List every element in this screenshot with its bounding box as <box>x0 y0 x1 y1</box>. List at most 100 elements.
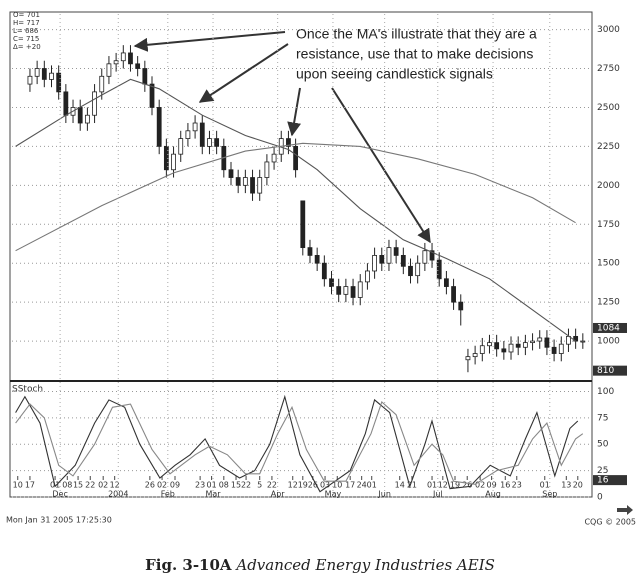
x-tick-label: 17 <box>345 481 355 490</box>
copyright: CQG © 2005 <box>584 518 636 527</box>
candle-body <box>415 262 421 277</box>
x-tick-label: 01 <box>207 481 217 490</box>
candle-body <box>235 177 241 186</box>
x-tick-label: 23 <box>195 481 205 490</box>
month-label: Jul <box>432 490 443 499</box>
x-tick-label: 5 <box>257 481 262 490</box>
y-tick-label: 2500 <box>597 103 620 113</box>
marker-label: 1084 <box>597 323 620 333</box>
x-tick-label: 09 <box>487 481 497 490</box>
candle-body <box>199 122 205 147</box>
y-tick-label: 2250 <box>597 142 620 152</box>
candle-body <box>113 60 119 65</box>
candle-body <box>429 250 435 261</box>
arrow <box>198 43 289 103</box>
month-label: Dec <box>52 490 67 499</box>
candle-body <box>257 177 263 194</box>
y-tick-label: 1000 <box>597 337 620 347</box>
x-tick-label: 14 <box>395 481 405 490</box>
x-tick-label: 16 <box>500 481 510 490</box>
candle-body <box>544 337 550 348</box>
month-label: Jun <box>377 490 391 499</box>
candle-body <box>106 63 112 77</box>
candle-body <box>336 286 342 295</box>
candle-body <box>56 72 62 93</box>
info-text: C= 715 <box>13 35 39 43</box>
candle-body <box>228 169 234 178</box>
x-tick-label: 19 <box>298 481 308 490</box>
x-tick-label: 26 <box>145 481 155 490</box>
y-tick-label: 3000 <box>597 25 620 35</box>
candle-body <box>314 255 320 264</box>
candle-body <box>99 75 105 93</box>
candle-body <box>214 138 220 147</box>
candle-body <box>343 286 349 295</box>
candle-body <box>27 75 33 85</box>
candle-body <box>329 278 334 287</box>
candle-body <box>185 130 191 139</box>
y-tick-label: 50 <box>597 440 609 450</box>
y-tick-label: 2000 <box>597 181 620 191</box>
candle-body <box>63 91 69 116</box>
candle-body <box>379 255 385 264</box>
candle-body <box>41 68 47 80</box>
candle-body <box>264 161 270 178</box>
candle-body <box>487 342 492 347</box>
caption-figure: Fig. 3-10A <box>145 556 232 574</box>
line <box>15 78 576 342</box>
x-tick-label: 26 <box>462 481 472 490</box>
y-tick-label: 2750 <box>597 64 620 74</box>
x-tick-label: 01 <box>367 481 377 490</box>
info-text: H= 717 <box>13 19 40 27</box>
candle-body <box>393 247 399 256</box>
x-tick-label: 15 <box>231 481 241 490</box>
month-label: Feb <box>161 490 175 499</box>
y-tick-label: 1250 <box>597 298 620 308</box>
x-tick-label: 02 <box>98 481 108 490</box>
scroll-arrow <box>617 505 633 515</box>
caption: Fig. 3-10A Advanced Energy Industries AE… <box>145 556 495 574</box>
candle-body <box>573 335 579 342</box>
candle-body <box>530 340 535 344</box>
candle-body <box>508 343 514 353</box>
x-tick-label: 22 <box>267 481 277 490</box>
x-tick-label: 01 <box>540 481 550 490</box>
candle-body <box>156 107 162 147</box>
candle-body <box>400 255 406 267</box>
y-tick-label: 1750 <box>597 220 620 230</box>
candle-body <box>372 255 377 272</box>
month-label: Sep <box>542 490 557 499</box>
y-tick-label: 0 <box>597 493 603 503</box>
frame <box>9 11 593 498</box>
candle-body <box>522 342 528 348</box>
candle-body <box>300 200 306 249</box>
y-tick-label: 100 <box>597 387 614 397</box>
candle-body <box>408 265 413 277</box>
x-tick-label: 22 <box>241 481 251 490</box>
x-tick-label: 22 <box>85 481 95 490</box>
marker-label: 16 <box>597 476 609 486</box>
candle-body <box>436 259 442 280</box>
marker-box <box>593 322 627 333</box>
month-label: Aug <box>485 490 501 499</box>
candle-body <box>465 356 471 361</box>
candle-body <box>149 83 155 108</box>
candle-body <box>558 343 564 354</box>
info-text: O= 701 <box>13 11 40 19</box>
month-label: Apr <box>271 490 286 499</box>
line <box>15 401 584 485</box>
candle-body <box>458 301 464 311</box>
candle-body <box>307 247 313 256</box>
marker-label: 810 <box>597 366 614 376</box>
y-tick-label: 1500 <box>597 259 620 269</box>
candle-body <box>250 177 255 194</box>
arrow <box>287 87 302 137</box>
candle-body <box>286 138 291 147</box>
timestamp: Mon Jan 31 2005 17:25:30 <box>6 516 112 525</box>
candle-body <box>120 52 126 62</box>
x-tick-label: 08 <box>62 481 72 490</box>
month-label: Mar <box>205 490 221 499</box>
candle-body <box>135 63 141 69</box>
month-label: 2004 <box>108 490 128 499</box>
x-tick-label: 02 <box>475 481 485 490</box>
